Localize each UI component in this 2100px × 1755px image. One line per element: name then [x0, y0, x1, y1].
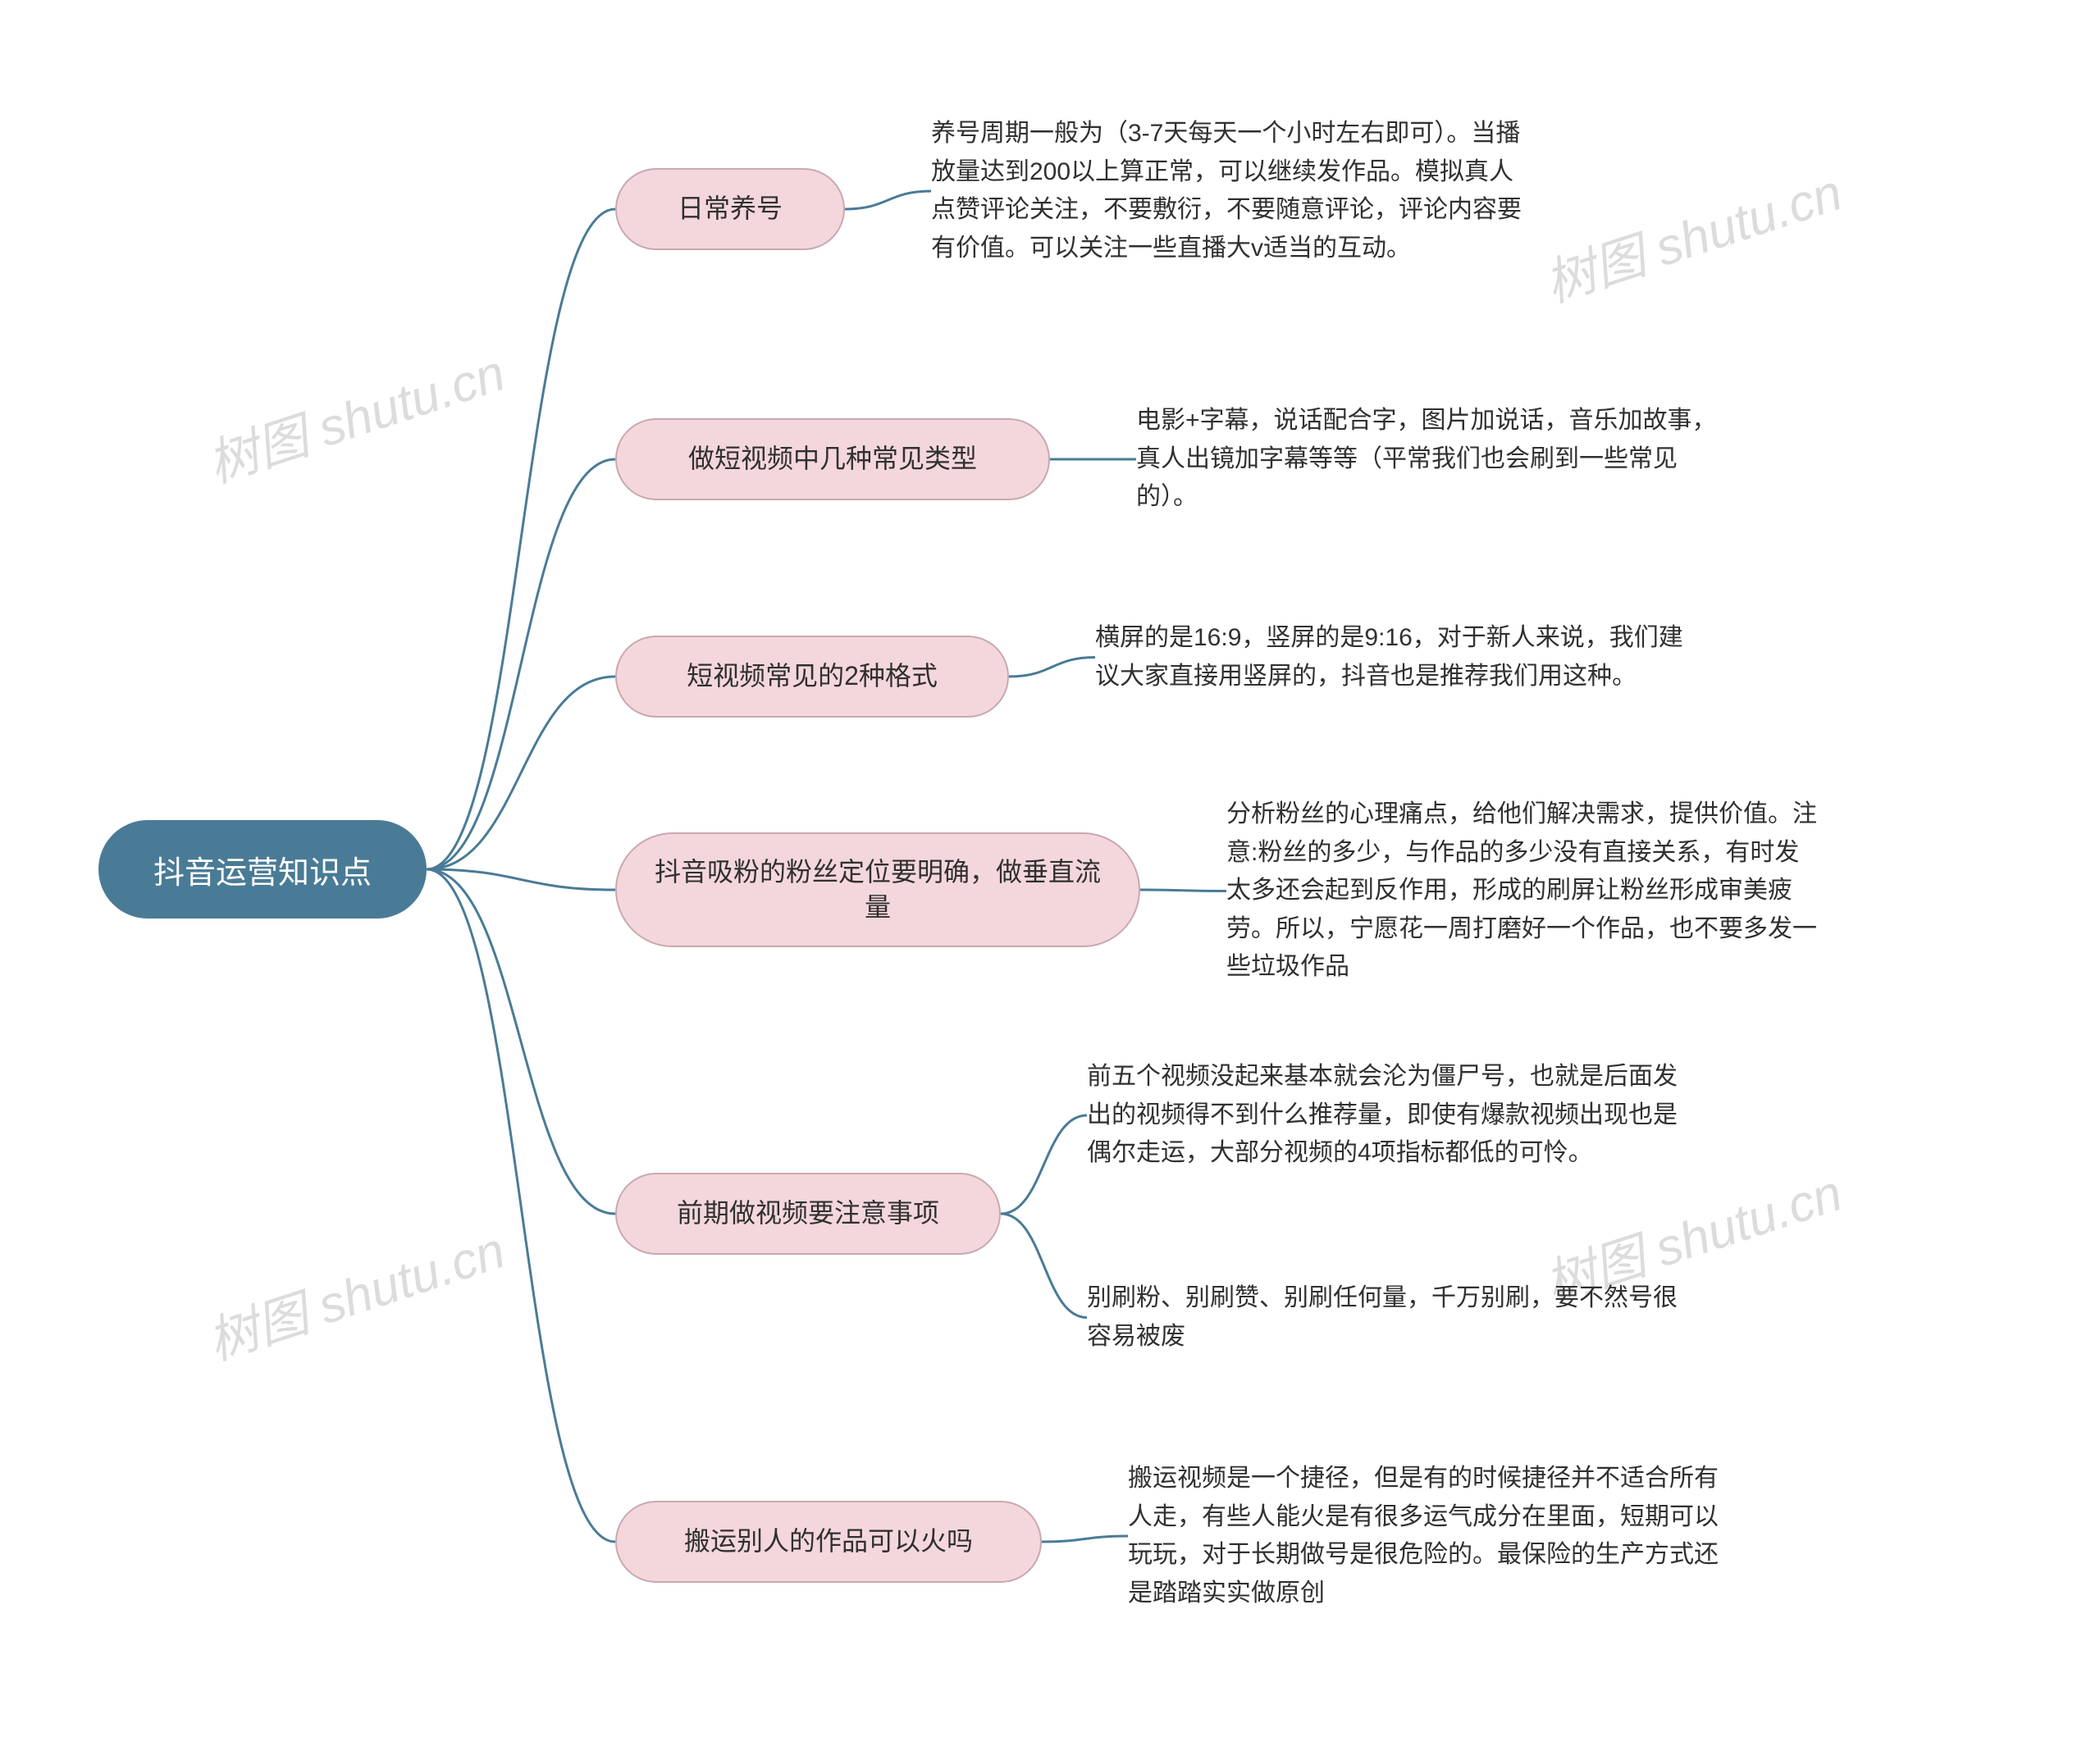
branch-repost-works[interactable]: 搬运别人的作品可以火吗 [615, 1501, 1042, 1583]
branch-early-tips[interactable]: 前期做视频要注意事项 [615, 1173, 1001, 1255]
branch-fan-positioning[interactable]: 抖音吸粉的粉丝定位要明确，做垂直流量 [615, 832, 1140, 947]
branch-video-formats[interactable]: 短视频常见的2种格式 [615, 636, 1009, 718]
watermark: 树图 shutu.cn [197, 331, 513, 497]
leaf-text: 别刷粉、别刷赞、别刷任何量，千万别刷，要不然号很容易被废 [1087, 1279, 1678, 1356]
watermark: 树图 shutu.cn [197, 1209, 513, 1374]
leaf-text: 分析粉丝的心理痛点，给他们解决需求，提供价值。注意:粉丝的多少，与作品的多少没有… [1226, 795, 1817, 987]
leaf-text: 前五个视频没起来基本就会沦为僵尸号，也就是后面发出的视频得不到什么推荐量，即使有… [1087, 1058, 1678, 1173]
leaf-text: 电影+字幕，说话配合字，图片加说话，音乐加故事，真人出镜加字幕等等（平常我们也会… [1136, 402, 1727, 517]
branch-daily-account[interactable]: 日常养号 [615, 168, 845, 250]
leaf-text: 横屏的是16:9，竖屏的是9:16，对于新人来说，我们建议大家直接用竖屏的，抖音… [1095, 619, 1686, 695]
leaf-text: 养号周期一般为（3-7天每天一个小时左右即可）。当播放量达到200以上算正常，可… [931, 115, 1522, 267]
watermark: 树图 shutu.cn [1534, 151, 1850, 317]
mindmap-canvas: 树图 shutu.cn 树图 shutu.cn 树图 shutu.cn 树图 s… [0, 0, 2100, 1755]
branch-video-types[interactable]: 做短视频中几种常见类型 [615, 418, 1050, 500]
leaf-text: 搬运视频是一个捷径，但是有的时候捷径并不适合所有人走，有些人能火是有很多运气成分… [1128, 1460, 1719, 1612]
root-node[interactable]: 抖音运营知识点 [98, 820, 427, 919]
